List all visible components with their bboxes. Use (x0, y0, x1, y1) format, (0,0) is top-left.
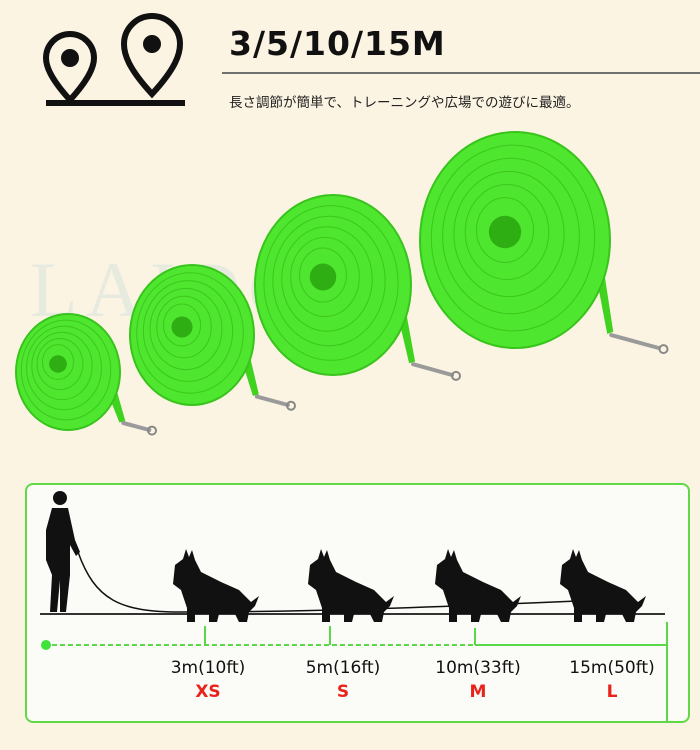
size-label: XS (195, 682, 221, 702)
leash-coil-S (129, 264, 296, 411)
size-label: M (469, 682, 487, 702)
start-dot (41, 640, 51, 650)
subtitle: 長さ調節が簡単で、トレーニングや広場での遊びに最適。 (229, 95, 580, 111)
dog-silhouette (435, 549, 521, 622)
location-pin-icon (42, 13, 185, 106)
size-label: L (606, 682, 618, 702)
page-title: 3/5/10/15M (229, 24, 446, 63)
dog-silhouette (308, 549, 394, 622)
leash-coils (15, 131, 669, 436)
length-label: 10m(33ft) (435, 658, 521, 678)
length-label: 5m(16ft) (305, 658, 381, 678)
divider (222, 72, 700, 74)
length-label: 15m(50ft) (569, 658, 655, 678)
walk-illustration (40, 491, 668, 723)
leash-coil-M (254, 194, 461, 381)
dog-silhouette (173, 549, 259, 622)
leash-coil-L (419, 131, 669, 355)
person-silhouette (46, 491, 80, 612)
length-label: 3m(10ft) (170, 658, 246, 678)
leash-coil-XS (15, 313, 157, 436)
size-label: S (336, 682, 350, 702)
dog-silhouette (560, 549, 646, 622)
